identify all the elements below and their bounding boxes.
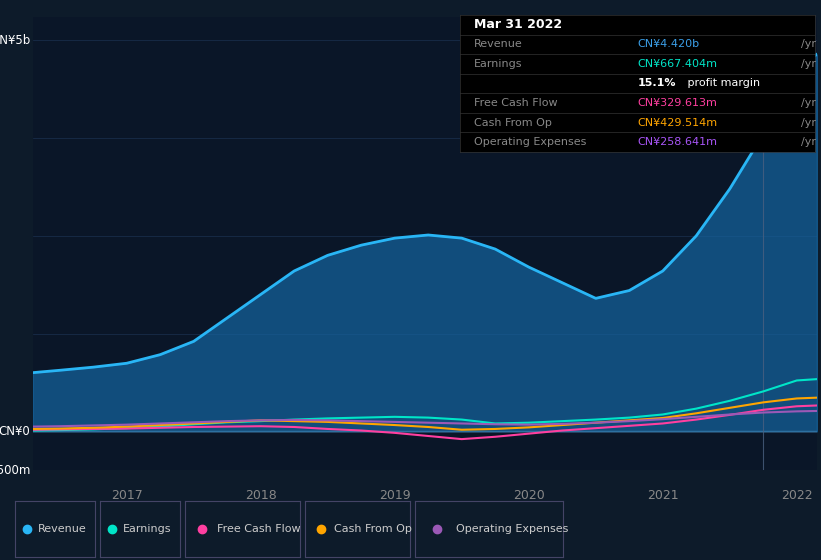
Text: Earnings: Earnings <box>475 59 523 69</box>
Text: Mar 31 2022: Mar 31 2022 <box>475 18 562 31</box>
Text: /yr: /yr <box>800 59 816 69</box>
Text: CN¥258.641m: CN¥258.641m <box>637 137 718 147</box>
Text: /yr: /yr <box>800 98 816 108</box>
Text: CN¥0: CN¥0 <box>0 425 30 438</box>
Text: CN¥329.613m: CN¥329.613m <box>637 98 718 108</box>
Text: Free Cash Flow: Free Cash Flow <box>218 524 300 534</box>
Text: profit margin: profit margin <box>684 78 759 88</box>
Text: CN¥429.514m: CN¥429.514m <box>637 118 718 128</box>
Text: 2019: 2019 <box>379 488 410 502</box>
Text: Earnings: Earnings <box>122 524 171 534</box>
Text: 2022: 2022 <box>781 488 813 502</box>
Text: Operating Expenses: Operating Expenses <box>456 524 569 534</box>
Text: /yr: /yr <box>800 137 816 147</box>
Text: 2020: 2020 <box>513 488 544 502</box>
Text: Free Cash Flow: Free Cash Flow <box>475 98 557 108</box>
Text: CN¥4.420b: CN¥4.420b <box>637 39 699 49</box>
Text: 2021: 2021 <box>647 488 679 502</box>
Text: 15.1%: 15.1% <box>637 78 676 88</box>
Text: /yr: /yr <box>800 118 816 128</box>
Text: Revenue: Revenue <box>475 39 523 49</box>
Text: Cash From Op: Cash From Op <box>475 118 552 128</box>
Text: CN¥667.404m: CN¥667.404m <box>637 59 718 69</box>
Text: Revenue: Revenue <box>38 524 86 534</box>
Text: 2017: 2017 <box>111 488 143 502</box>
Text: /yr: /yr <box>800 39 816 49</box>
Text: Cash From Op: Cash From Op <box>334 524 412 534</box>
Text: -CN¥500m: -CN¥500m <box>0 464 30 477</box>
Text: CN¥5b: CN¥5b <box>0 34 30 47</box>
Text: Operating Expenses: Operating Expenses <box>475 137 586 147</box>
Text: 2018: 2018 <box>245 488 277 502</box>
